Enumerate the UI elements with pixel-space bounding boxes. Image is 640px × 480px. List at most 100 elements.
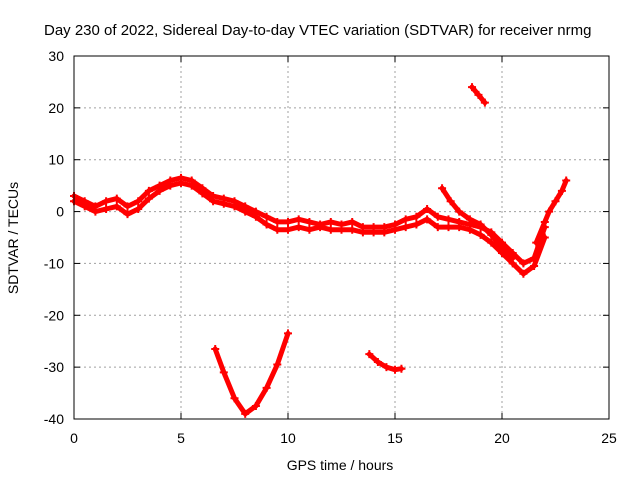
data-point [326, 225, 335, 234]
data-point [337, 225, 346, 234]
data-point [112, 194, 121, 203]
data-point [433, 212, 442, 221]
data-point [305, 217, 314, 226]
data-point [166, 181, 175, 190]
data-point [80, 202, 89, 211]
data-point [487, 238, 496, 247]
y-tick-label: -30 [44, 359, 64, 375]
data-point [401, 215, 410, 224]
data-point [284, 217, 292, 226]
y-tick-label: -40 [44, 411, 64, 427]
data-point [540, 217, 549, 226]
data-point [144, 194, 153, 203]
series-line-trace-low-arc [212, 330, 291, 417]
data-point [433, 223, 442, 232]
data-point [273, 217, 282, 226]
data-point [294, 215, 303, 224]
data-point [401, 223, 410, 232]
data-point [474, 90, 483, 99]
x-tick-label: 25 [601, 430, 617, 446]
data-point [262, 383, 271, 392]
data-point [412, 212, 421, 221]
data-point [241, 207, 250, 216]
data-point [540, 233, 549, 242]
data-point [134, 197, 143, 206]
y-tick-label: 0 [56, 204, 64, 220]
y-tick-label: -10 [44, 255, 64, 271]
data-point [476, 230, 485, 239]
data-point [102, 197, 111, 206]
data-point [230, 394, 239, 403]
data-point [241, 409, 250, 418]
data-point [455, 207, 464, 216]
data-point [155, 186, 164, 195]
data-point [91, 207, 100, 216]
data-point [508, 254, 517, 263]
data-point [348, 225, 357, 234]
x-tick-label: 10 [280, 430, 296, 446]
x-tick-label: 20 [494, 430, 510, 446]
data-point [251, 402, 260, 411]
x-tick-label: 5 [177, 430, 185, 446]
data-point [251, 212, 260, 221]
x-axis-label: GPS time / hours [287, 457, 394, 473]
y-tick-label: 30 [48, 48, 64, 64]
data-point [326, 217, 335, 226]
data-point [532, 238, 541, 247]
data-point [230, 202, 239, 211]
data-point [380, 228, 389, 237]
y-tick-label: 10 [48, 152, 64, 168]
data-point [144, 186, 153, 195]
data-point [465, 225, 474, 234]
series-line-trace-early-upper-branch [439, 185, 516, 261]
data-point [465, 215, 474, 224]
data-point [476, 220, 485, 229]
data-point [102, 204, 111, 213]
data-layer [70, 83, 571, 418]
data-point [294, 223, 303, 232]
data-point [519, 269, 528, 278]
data-point [358, 228, 367, 237]
data-point [219, 199, 228, 208]
data-point [480, 98, 489, 107]
y-axis-label: SDTVAR / TECUs [5, 182, 21, 294]
plot-frame [73, 55, 610, 420]
data-point [316, 223, 325, 232]
data-point [373, 357, 382, 366]
data-point [487, 230, 496, 239]
data-point [557, 186, 566, 195]
grid [74, 56, 609, 419]
y-tick-label: 20 [48, 100, 64, 116]
data-point [273, 225, 282, 234]
data-point [455, 223, 464, 232]
data-point [284, 329, 292, 338]
data-point [219, 368, 228, 377]
data-point [551, 197, 560, 206]
data-point [348, 217, 357, 226]
data-point [305, 225, 314, 234]
data-point [273, 360, 282, 369]
data-point [391, 225, 399, 234]
data-point [284, 225, 292, 234]
data-point [545, 207, 554, 216]
y-tick-label: -20 [44, 307, 64, 323]
data-point [519, 259, 528, 268]
data-point [446, 197, 455, 206]
data-point [382, 363, 391, 372]
data-point [562, 176, 571, 185]
data-point [397, 364, 406, 373]
data-point [498, 243, 506, 252]
data-point [187, 181, 196, 190]
data-point [444, 215, 453, 224]
data-point [123, 202, 132, 211]
data-point [134, 204, 143, 213]
data-point [262, 212, 271, 221]
data-point [423, 215, 432, 224]
data-point [177, 179, 185, 188]
data-point [123, 210, 132, 219]
data-point [211, 344, 220, 353]
axis-ticks: 0 5 10 15 20 25 -40 -30 -20 -10 0 10 20 30 [44, 48, 617, 446]
data-point [391, 365, 399, 374]
data-point [438, 184, 447, 193]
